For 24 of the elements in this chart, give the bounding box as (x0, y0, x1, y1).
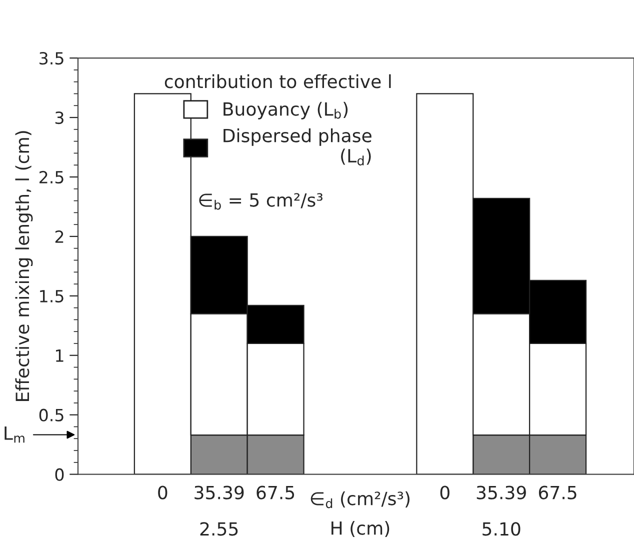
annotation: ∈$_{b}$ = 5 cm²/s³ (199, 193, 322, 210)
y-tick-label: 0.5 (39, 408, 64, 422)
legend-title: contribution to effective l (164, 74, 391, 88)
x-tick-label: 67.5 (256, 486, 294, 500)
x-tick-label: 0 (158, 486, 168, 500)
y-tick-label: 2 (55, 230, 64, 243)
y-tick-label: 0 (55, 468, 64, 481)
x-tick-label: 35.39 (194, 486, 244, 500)
y-tick-label: 3.5 (40, 52, 64, 65)
x-tick-label: 35.39 (476, 486, 526, 500)
legend-label: Dispersed phase (L$_{d}$) (224, 128, 372, 166)
text: L$_{m}$ (4, 426, 24, 443)
y-axis-title: Effective mixing length, l (cm) (15, 131, 33, 401)
x-tick-label: 67.5 (538, 486, 576, 500)
text: 2.55 (200, 522, 238, 536)
x-tick-label: 0 (440, 486, 450, 500)
x-axis-title: H (cm) (332, 520, 390, 538)
y-tick-label: 2.5 (40, 170, 64, 184)
text: ∈$_{d}$ (cm²/s³) (310, 491, 410, 508)
y-tick-label: 1 (56, 350, 64, 362)
legend-label: Buoyancy (L$_{b}$) (224, 102, 348, 120)
y-tick-label: 1.5 (40, 290, 64, 302)
text: 5.10 (482, 522, 520, 536)
y-tick-label: 3 (55, 111, 64, 124)
